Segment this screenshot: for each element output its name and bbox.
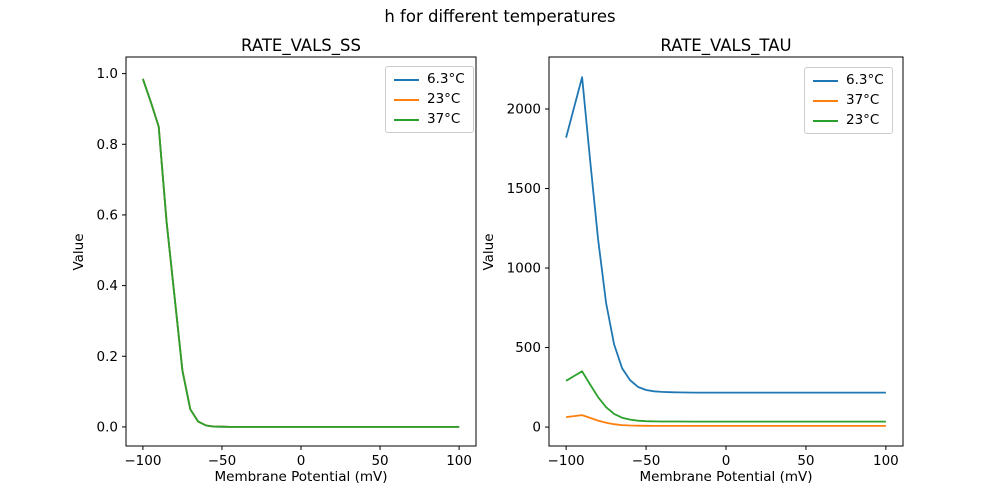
legend-item-37°C: 37°C: [813, 92, 884, 109]
x-tick-label: 100: [446, 453, 472, 469]
x-tick-label: 0: [297, 453, 306, 469]
left-plot-legend: 6.3°C 23°C 37°C: [385, 66, 474, 133]
plot-1-curve-37°C: [565, 414, 886, 427]
legend-item-6.3°C: 6.3°C: [394, 71, 465, 88]
legend-label: 37°C: [846, 92, 880, 108]
left-plot-title: RATE_VALS_SS: [241, 36, 361, 55]
y-tick-label: 1.0: [97, 66, 118, 82]
legend-item-23°C: 23°C: [813, 112, 884, 129]
x-tick-label: 50: [797, 453, 814, 469]
x-tick-label: −50: [208, 453, 237, 469]
plot-0-frame: [125, 56, 477, 447]
x-tick-label: 0: [722, 453, 731, 469]
right-plot-ylabel: Value: [481, 233, 497, 271]
y-tick-label: 0: [532, 420, 541, 436]
x-tick-label: −50: [632, 453, 661, 469]
x-tick-label: −100: [124, 453, 161, 469]
left-plot-xlabel: Membrane Potential (mV): [214, 469, 388, 485]
legend-line-sample: [394, 118, 419, 121]
legend-line-sample: [394, 98, 419, 101]
plot-0-curve-37°C: [142, 78, 460, 428]
legend-line-sample: [394, 78, 419, 81]
plot-1-frame: [548, 56, 904, 447]
x-tick-label: −100: [548, 453, 585, 469]
legend-label: 6.3°C: [427, 71, 465, 87]
right-plot-title: RATE_VALS_TAU: [660, 36, 792, 55]
y-tick-label: 1500: [507, 181, 541, 197]
y-tick-label: 2000: [507, 102, 541, 118]
legend-line-sample: [813, 119, 838, 122]
y-tick-label: 0.0: [97, 419, 118, 435]
right-plot-xlabel: Membrane Potential (mV): [639, 469, 813, 485]
y-tick-label: 0.4: [97, 278, 118, 294]
legend-label: 23°C: [427, 91, 461, 107]
legend-item-37°C: 37°C: [394, 111, 465, 128]
y-tick-label: 0.6: [97, 207, 118, 223]
legend-item-23°C: 23°C: [394, 91, 465, 108]
x-tick-label: 100: [873, 453, 899, 469]
left-plot-ylabel: Value: [71, 233, 87, 271]
legend-line-sample: [813, 99, 838, 102]
y-tick-label: 0.8: [97, 137, 118, 153]
plot-1-curve-6.3°C: [565, 76, 886, 394]
right-plot-legend: 6.3°C 37°C 23°C: [804, 67, 893, 134]
x-tick-label: 50: [371, 453, 388, 469]
legend-label: 6.3°C: [846, 72, 884, 88]
plot-1-curve-23°C: [565, 370, 886, 423]
legend-label: 23°C: [846, 112, 880, 128]
legend-label: 37°C: [427, 111, 461, 127]
y-tick-label: 1000: [507, 261, 541, 277]
legend-item-6.3°C: 6.3°C: [813, 72, 884, 89]
figure-suptitle: h for different temperatures: [384, 7, 616, 26]
y-tick-label: 500: [515, 340, 541, 356]
y-tick-label: 0.2: [97, 349, 118, 365]
legend-line-sample: [813, 79, 838, 82]
